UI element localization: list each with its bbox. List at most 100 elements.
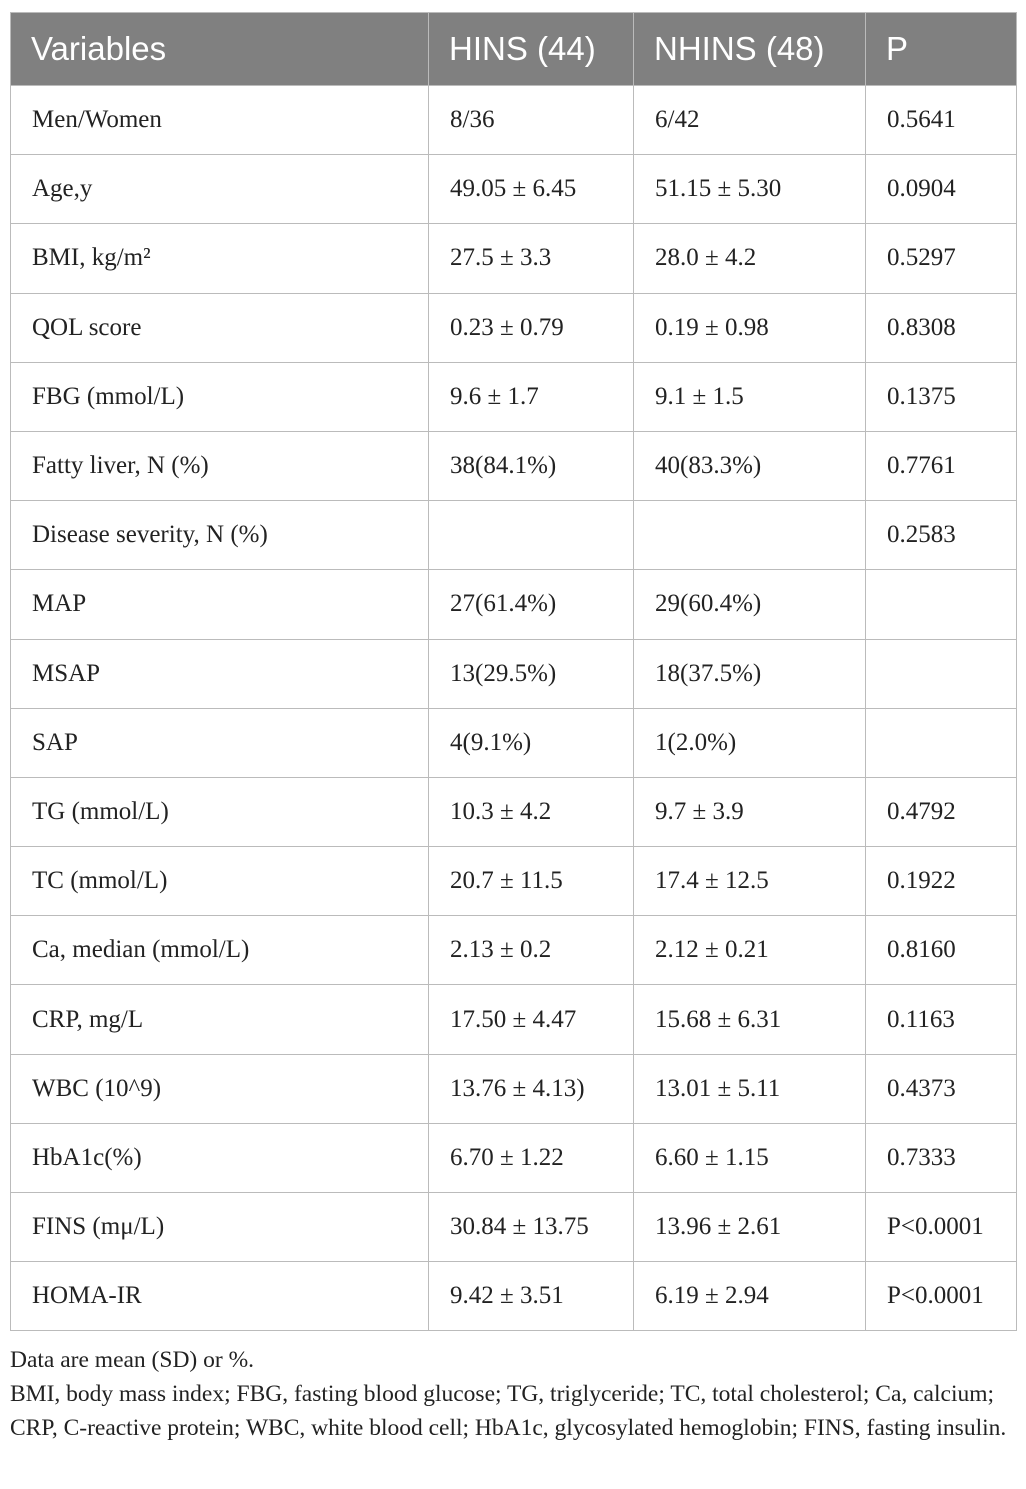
footnotes: Data are mean (SD) or %. BMI, body mass i… (10, 1343, 1016, 1445)
table-row: Age,y 49.05 ± 6.45 51.15 ± 5.30 0.0904 (10, 154, 1017, 225)
table-cell: 0.23 ± 0.79 (428, 292, 634, 363)
table-cell: MAP (10, 569, 429, 640)
table-cell: 0.8308 (865, 292, 1017, 363)
table-cell: 9.42 ± 3.51 (428, 1261, 634, 1332)
table-cell: WBC (10^9) (10, 1053, 429, 1124)
table-row: Disease severity, N (%) 0.2583 (10, 500, 1017, 571)
table-cell: 0.4373 (865, 1053, 1017, 1124)
table-cell: Men/Women (10, 84, 429, 156)
table-cell: 40(83.3%) (633, 430, 866, 502)
table-row: MAP 27(61.4%) 29(60.4%) (10, 569, 1017, 640)
table-cell: 6.70 ± 1.22 (428, 1122, 634, 1194)
table-cell: 10.3 ± 4.2 (428, 776, 634, 848)
table-cell (428, 500, 634, 571)
table-cell: 6/42 (633, 84, 866, 156)
header-cell: P (865, 12, 1017, 86)
table-cell: 17.4 ± 12.5 (633, 846, 866, 917)
table-cell (633, 500, 866, 571)
table-cell: SAP (10, 707, 429, 778)
table-cell: 0.0904 (865, 154, 1017, 225)
table-row: WBC (10^9) 13.76 ± 4.13) 13.01 ± 5.11 0.437… (10, 1053, 1017, 1124)
table-cell: 15.68 ± 6.31 (633, 984, 866, 1055)
header-cell: NHINS (48) (633, 12, 866, 86)
table-cell: FINS (mμ/L) (10, 1191, 429, 1263)
table-cell: 38(84.1%) (428, 430, 634, 502)
table-cell: 0.4792 (865, 776, 1017, 848)
table-cell: 0.7333 (865, 1122, 1017, 1194)
table-cell: 18(37.5%) (633, 638, 866, 709)
table-cell: 13(29.5%) (428, 638, 634, 709)
table-row: TC (mmol/L) 20.7 ± 11.5 17.4 ± 12.5 0.1922 (10, 846, 1017, 917)
table-cell: 28.0 ± 4.2 (633, 223, 866, 294)
table-cell: 13.01 ± 5.11 (633, 1053, 866, 1124)
table-cell: 1(2.0%) (633, 707, 866, 778)
footnote: BMI, body mass index; FBG, fasting blood… (10, 1381, 1007, 1441)
table-cell: P<0.0001 (865, 1191, 1017, 1263)
table-cell: Ca, median (mmol/L) (10, 915, 429, 986)
table-row: CRP, mg/L 17.50 ± 4.47 15.68 ± 6.31 0.1163 (10, 984, 1017, 1055)
table-cell: 30.84 ± 13.75 (428, 1191, 634, 1263)
footnote: Data are mean (SD) or %. (10, 1347, 255, 1373)
table-cell: 6.60 ± 1.15 (633, 1122, 866, 1194)
table-cell: 49.05 ± 6.45 (428, 154, 634, 225)
table-cell: 9.1 ± 1.5 (633, 361, 866, 432)
table-body: Men/Women 8/36 6/42 0.5641 Age,y 49.05 ± 6.45… (10, 84, 1017, 1332)
table-cell: Fatty liver, N (%) (10, 430, 429, 502)
table-row: Men/Women 8/36 6/42 0.5641 (10, 84, 1017, 156)
table-cell: 9.7 ± 3.9 (633, 776, 866, 848)
header-cell: Variables (10, 12, 429, 86)
table-row: TG (mmol/L) 10.3 ± 4.2 9.7 ± 3.9 0.4792 (10, 776, 1017, 848)
table-cell: 13.76 ± 4.13) (428, 1053, 634, 1124)
table-cell: Age,y (10, 154, 429, 225)
table-cell: 27.5 ± 3.3 (428, 223, 634, 294)
table-row: Ca, median (mmol/L) 2.13 ± 0.2 2.12 ± 0.21… (10, 915, 1017, 986)
table-cell: HOMA-IR (10, 1261, 429, 1332)
table-cell: 9.6 ± 1.7 (428, 361, 634, 432)
header-cell: HINS (44) (428, 12, 634, 86)
table-cell: QOL score (10, 292, 429, 363)
table-cell: 0.8160 (865, 915, 1017, 986)
table-cell: 8/36 (428, 84, 634, 156)
table-cell: 6.19 ± 2.94 (633, 1261, 866, 1332)
table-cell: P<0.0001 (865, 1261, 1017, 1332)
table-row: HOMA-IR 9.42 ± 3.51 6.19 ± 2.94 P<0.0001 (10, 1261, 1017, 1332)
table-row: FBG (mmol/L) 9.6 ± 1.7 9.1 ± 1.5 0.1375 (10, 361, 1017, 432)
header-row: Variables HINS (44) NHINS (48) P (10, 12, 1017, 86)
table-cell: Disease severity, N (%) (10, 500, 429, 571)
table-cell: 0.5641 (865, 84, 1017, 156)
table-row: SAP 4(9.1%) 1(2.0%) (10, 707, 1017, 778)
table-cell: 0.7761 (865, 430, 1017, 502)
table-cell: TG (mmol/L) (10, 776, 429, 848)
data-table: Variables HINS (44) NHINS (48) P Men/Women 8… (10, 12, 1017, 1332)
table-row: FINS (mμ/L) 30.84 ± 13.75 13.96 ± 2.61 P<0.… (10, 1191, 1017, 1263)
table-cell: 0.1375 (865, 361, 1017, 432)
table-cell: 0.19 ± 0.98 (633, 292, 866, 363)
table-cell: 51.15 ± 5.30 (633, 154, 866, 225)
table-cell: MSAP (10, 638, 429, 709)
table-cell: 17.50 ± 4.47 (428, 984, 634, 1055)
table-cell (865, 707, 1017, 778)
table-row: BMI, kg/m² 27.5 ± 3.3 28.0 ± 4.2 0.5297 (10, 223, 1017, 294)
table-cell: 0.2583 (865, 500, 1017, 571)
table-cell: 4(9.1%) (428, 707, 634, 778)
table-cell: 29(60.4%) (633, 569, 866, 640)
table-cell: CRP, mg/L (10, 984, 429, 1055)
table-row: HbA1c(%) 6.70 ± 1.22 6.60 ± 1.15 0.7333 (10, 1122, 1017, 1194)
table-cell: 27(61.4%) (428, 569, 634, 640)
table-cell: 13.96 ± 2.61 (633, 1191, 866, 1263)
table-cell: BMI, kg/m² (10, 223, 429, 294)
table-cell (865, 638, 1017, 709)
table-row: MSAP 13(29.5%) 18(37.5%) (10, 638, 1017, 709)
table-cell: 0.5297 (865, 223, 1017, 294)
table-row: QOL score 0.23 ± 0.79 0.19 ± 0.98 0.8308 (10, 292, 1017, 363)
table-cell: TC (mmol/L) (10, 846, 429, 917)
table-cell: FBG (mmol/L) (10, 361, 429, 432)
table-cell: HbA1c(%) (10, 1122, 429, 1194)
table-row: Fatty liver, N (%) 38(84.1%) 40(83.3%) 0.77… (10, 430, 1017, 502)
table-cell: 2.12 ± 0.21 (633, 915, 866, 986)
table-cell: 20.7 ± 11.5 (428, 846, 634, 917)
table-cell: 0.1922 (865, 846, 1017, 917)
table-cell: 0.1163 (865, 984, 1017, 1055)
table-cell: 2.13 ± 0.2 (428, 915, 634, 986)
